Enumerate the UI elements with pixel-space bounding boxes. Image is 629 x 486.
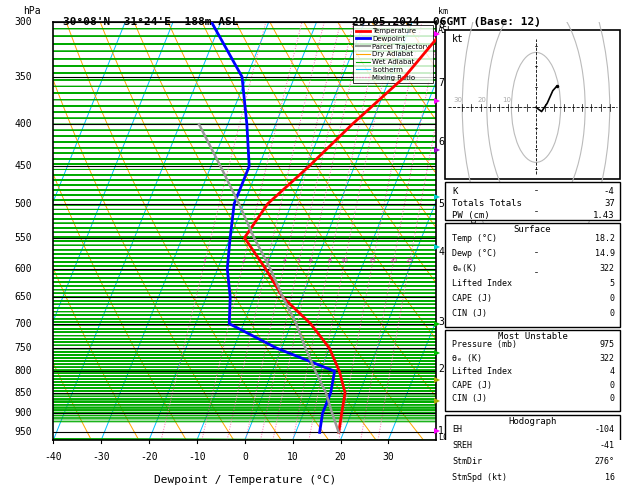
Text: PW (cm): PW (cm) (452, 211, 490, 220)
Text: 800: 800 (15, 366, 33, 376)
Text: 30: 30 (454, 97, 462, 103)
Text: 500: 500 (15, 199, 33, 209)
Text: 276°: 276° (594, 457, 615, 466)
Text: -40: -40 (45, 452, 62, 462)
Text: -4: -4 (604, 187, 615, 196)
Text: 0: 0 (242, 452, 248, 462)
Text: Dewp (°C): Dewp (°C) (452, 249, 497, 258)
Text: ASL: ASL (438, 26, 453, 35)
Text: 0: 0 (610, 294, 615, 303)
Text: Pressure (mb): Pressure (mb) (452, 340, 517, 349)
Text: Dewpoint / Temperature (°C): Dewpoint / Temperature (°C) (153, 475, 336, 486)
Text: 750: 750 (15, 343, 33, 353)
Text: 650: 650 (15, 292, 33, 302)
Text: 975: 975 (599, 340, 615, 349)
Text: 2: 2 (242, 258, 245, 263)
Text: 700: 700 (15, 319, 33, 329)
Text: StmDir: StmDir (452, 457, 482, 466)
Text: 900: 900 (15, 408, 33, 418)
Text: 37: 37 (604, 199, 615, 208)
Text: kt: kt (452, 35, 464, 44)
Text: 3: 3 (438, 317, 444, 327)
Text: 4: 4 (610, 367, 615, 376)
Text: -104: -104 (594, 425, 615, 434)
Text: θₑ (K): θₑ (K) (452, 354, 482, 363)
Bar (445, 330, 620, 411)
Bar (445, 224, 620, 327)
Bar (445, 415, 620, 486)
Text: 30°08'N  31°24'E  188m ASL: 30°08'N 31°24'E 188m ASL (63, 17, 239, 27)
Text: 6: 6 (438, 137, 444, 147)
Bar (445, 182, 620, 221)
Text: -30: -30 (92, 452, 110, 462)
Text: CIN (J): CIN (J) (452, 309, 487, 318)
Text: LCL: LCL (438, 434, 453, 442)
Text: 0: 0 (610, 394, 615, 403)
Text: 20: 20 (478, 97, 487, 103)
Text: CAPE (J): CAPE (J) (452, 381, 492, 390)
Text: 8: 8 (438, 20, 444, 31)
Text: -41: -41 (599, 441, 615, 450)
Text: 550: 550 (15, 233, 33, 243)
Text: Totals Totals: Totals Totals (452, 199, 522, 208)
Text: 5: 5 (610, 279, 615, 288)
Text: 15: 15 (369, 258, 377, 263)
Text: 16: 16 (604, 473, 615, 482)
Text: 4: 4 (438, 247, 444, 257)
Text: 14.9: 14.9 (594, 249, 615, 258)
Text: 10: 10 (503, 97, 511, 103)
Text: Temp (°C): Temp (°C) (452, 234, 497, 243)
Text: 7: 7 (438, 78, 444, 88)
Text: 950: 950 (15, 427, 33, 437)
Text: CAPE (J): CAPE (J) (452, 294, 492, 303)
Text: Most Unstable: Most Unstable (498, 332, 567, 341)
Text: Surface: Surface (514, 226, 551, 234)
Text: K: K (452, 187, 457, 196)
Text: km: km (438, 7, 448, 16)
Text: 2: 2 (438, 364, 444, 374)
Text: 20: 20 (389, 258, 397, 263)
Text: 3: 3 (265, 258, 269, 263)
Text: θₑ(K): θₑ(K) (452, 264, 477, 273)
Text: 322: 322 (599, 264, 615, 273)
Text: 850: 850 (15, 388, 33, 398)
Text: 29.05.2024  06GMT (Base: 12): 29.05.2024 06GMT (Base: 12) (352, 17, 541, 27)
Text: 0: 0 (610, 309, 615, 318)
Text: 450: 450 (15, 161, 33, 171)
Text: 350: 350 (15, 72, 33, 82)
Text: 18.2: 18.2 (594, 234, 615, 243)
Text: -10: -10 (188, 452, 206, 462)
Text: 5: 5 (297, 258, 301, 263)
Text: CIN (J): CIN (J) (452, 394, 487, 403)
Text: 10: 10 (287, 452, 299, 462)
Text: 1: 1 (438, 426, 444, 436)
Legend: Temperature, Dewpoint, Parcel Trajectory, Dry Adiabat, Wet Adiabat, Isotherm, Mi: Temperature, Dewpoint, Parcel Trajectory… (353, 25, 433, 83)
Text: 20: 20 (335, 452, 347, 462)
Text: 300: 300 (15, 17, 33, 27)
Text: StmSpd (kt): StmSpd (kt) (452, 473, 507, 482)
Text: 0: 0 (610, 381, 615, 390)
Text: Hodograph: Hodograph (508, 417, 557, 426)
Text: 8: 8 (328, 258, 331, 263)
Text: 30: 30 (382, 452, 394, 462)
Text: -20: -20 (140, 452, 158, 462)
Bar (445, 30, 620, 179)
Text: 600: 600 (15, 264, 33, 274)
Text: 1: 1 (203, 258, 206, 263)
Text: Lifted Index: Lifted Index (452, 279, 512, 288)
Text: 25: 25 (406, 258, 413, 263)
Text: 10: 10 (340, 258, 348, 263)
Text: 400: 400 (15, 120, 33, 129)
Text: 5: 5 (438, 199, 444, 209)
Text: 6: 6 (309, 258, 313, 263)
Text: Mixing Ratio (g/kg): Mixing Ratio (g/kg) (470, 183, 479, 278)
Text: 1.43: 1.43 (593, 211, 615, 220)
Text: EH: EH (452, 425, 462, 434)
Text: 322: 322 (599, 354, 615, 363)
Text: Lifted Index: Lifted Index (452, 367, 512, 376)
Text: 4: 4 (283, 258, 287, 263)
Text: SREH: SREH (452, 441, 472, 450)
Text: hPa: hPa (24, 6, 42, 16)
